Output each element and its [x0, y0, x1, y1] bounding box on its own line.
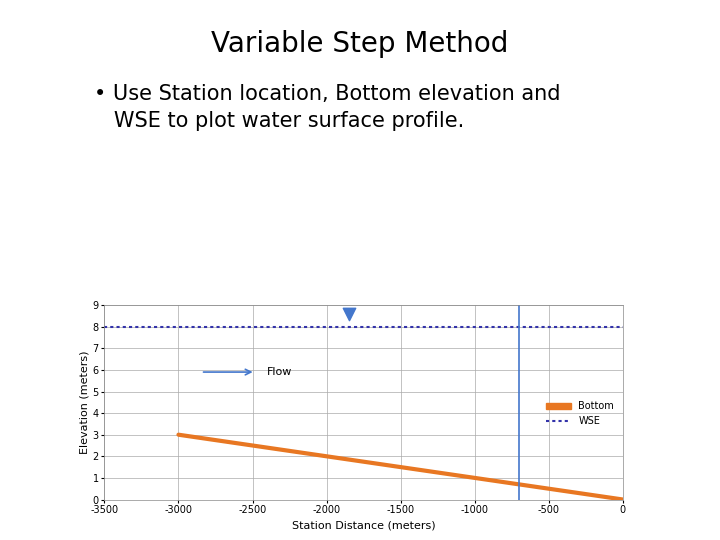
Text: WSE to plot water surface profile.: WSE to plot water surface profile. [94, 111, 464, 131]
Legend: Bottom, WSE: Bottom, WSE [542, 397, 618, 430]
Point [343, 309, 354, 318]
X-axis label: Station Distance (meters): Station Distance (meters) [292, 521, 436, 531]
Text: • Use Station location, Bottom elevation and: • Use Station location, Bottom elevation… [94, 84, 560, 104]
Y-axis label: Elevation (meters): Elevation (meters) [80, 350, 90, 454]
Text: Flow: Flow [267, 367, 293, 377]
Text: Variable Step Method: Variable Step Method [211, 30, 509, 58]
